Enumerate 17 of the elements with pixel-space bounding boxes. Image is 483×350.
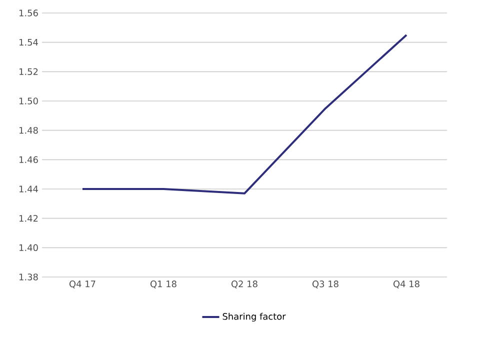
legend-label: Sharing factor <box>222 312 286 322</box>
y-tick-label: 1.52 <box>20 68 38 76</box>
y-tick-label: 1.54 <box>20 39 38 46</box>
x-tick-label: Q4 17 <box>69 280 96 288</box>
y-tick-label: 1.46 <box>20 156 38 164</box>
y-tick-label: 1.38 <box>20 274 38 280</box>
line-series <box>82 34 408 194</box>
y-tick-label: 1.44 <box>20 186 38 192</box>
y-tick-label: 1.40 <box>20 244 38 252</box>
y-tick-label: 1.56 <box>20 10 38 16</box>
x-tick-label: Q1 18 <box>150 280 176 288</box>
y-tick-label: 1.42 <box>20 215 38 222</box>
x-tick-label: Q3 18 <box>312 280 338 288</box>
x-tick-label: Q2 18 <box>231 280 258 288</box>
y-tick-label: 1.50 <box>20 98 38 104</box>
x-tick-label: Q4 18 <box>393 280 420 288</box>
y-tick-label: 1.48 <box>20 126 38 134</box>
